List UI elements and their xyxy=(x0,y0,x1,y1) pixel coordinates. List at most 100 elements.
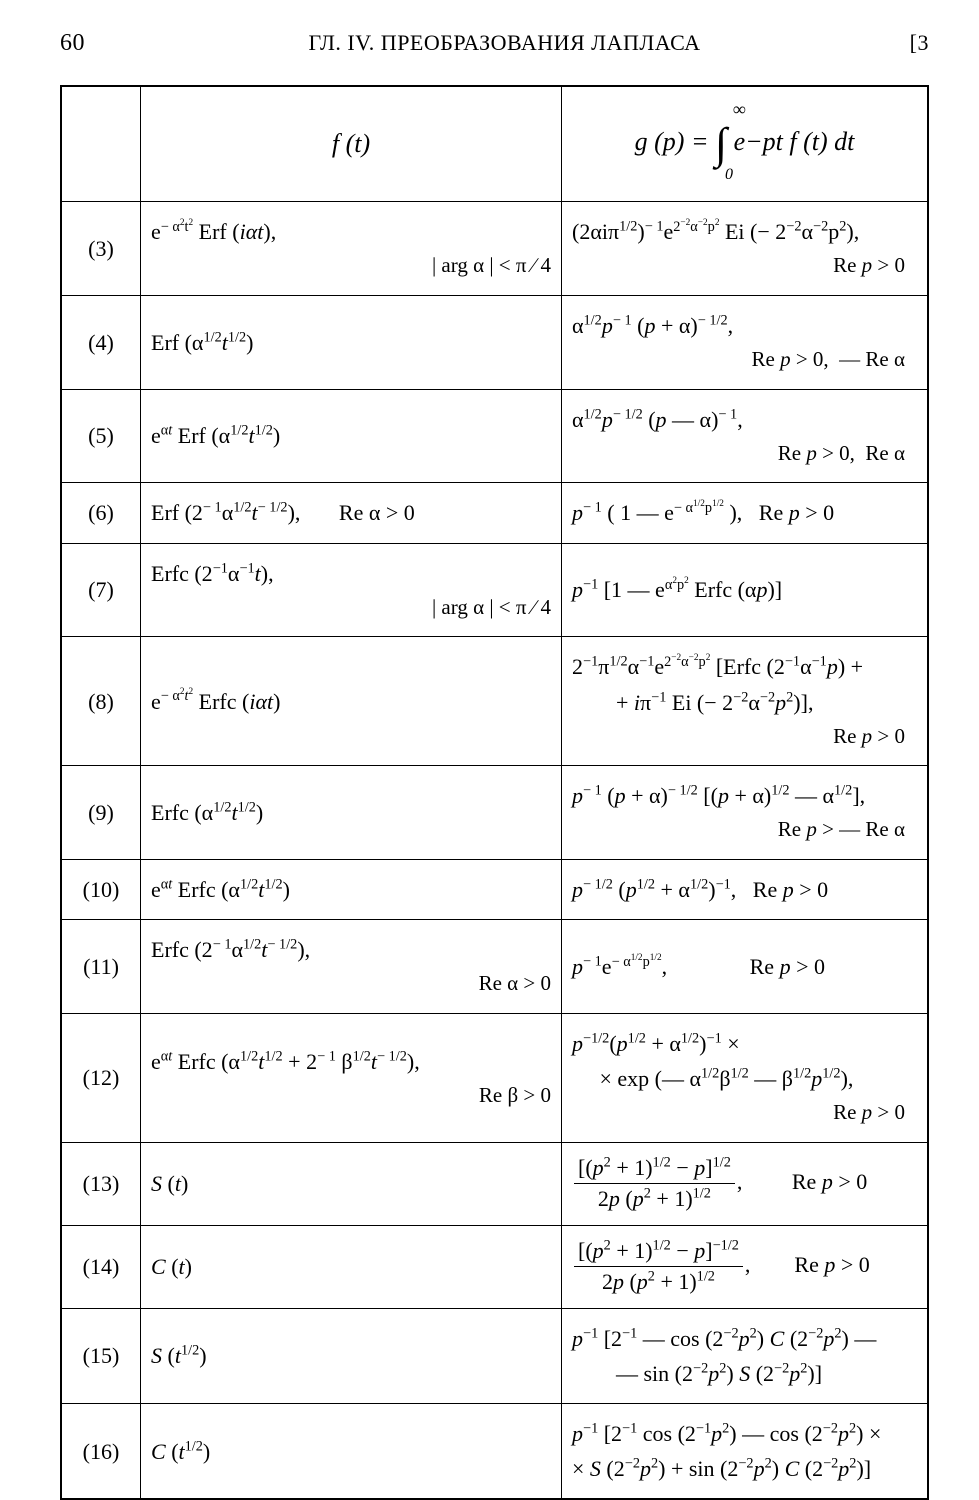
row-index: (16) xyxy=(61,1403,141,1499)
g-expression: p− 1 (p + α)− 1/2 [(p + α)1/2 — α1/2], xyxy=(572,783,865,808)
f-cell: Erf (α1/2t1/2) xyxy=(141,295,562,389)
f-cell: Erfc (2− 1α1/2t− 1/2),Re α > 0 xyxy=(141,920,562,1014)
row-index: (15) xyxy=(61,1308,141,1403)
g-cell: 2−1π1/2α−1e2−2α−2p2 [Erfc (2−1α−1p) + + … xyxy=(562,637,929,766)
header-g-integrand: e−pt f (t) dt xyxy=(734,127,855,156)
f-expression: Erfc (2−1α−1t), xyxy=(151,561,274,586)
header-g: g (p) = ∫ ∞ 0 e−pt f (t) dt xyxy=(562,86,929,202)
f-cell: Erf (2− 1α1/2t− 1/2), Re α > 0 xyxy=(141,483,562,543)
row-index: (13) xyxy=(61,1143,141,1226)
table-row: (4)Erf (α1/2t1/2)α1/2p− 1 (p + α)− 1/2,R… xyxy=(61,295,928,389)
page-number-right: [3 xyxy=(889,30,929,56)
g-condition: Re p > 0 xyxy=(572,1096,917,1130)
f-expression: e− α2t2 Erfc (iαt) xyxy=(151,689,280,714)
row-index: (5) xyxy=(61,389,141,483)
g-frac-num: [(p2 + 1)1/2 − p]1/2 xyxy=(574,1155,735,1184)
f-expression: C (t1/2) xyxy=(151,1439,210,1464)
table-row: (11)Erfc (2− 1α1/2t− 1/2),Re α > 0 p− 1e−… xyxy=(61,920,928,1014)
header-g-prefix: g (p) = xyxy=(635,127,715,156)
g-cell: [(p2 + 1)1/2 − p]−1/2 2p (p2 + 1)1/2 , R… xyxy=(562,1225,929,1308)
table-row: (13) S (t) [(p2 + 1)1/2 − p]1/2 2p (p2 + … xyxy=(61,1143,928,1226)
row-index: (3) xyxy=(61,202,141,296)
table-row: (14) C (t) [(p2 + 1)1/2 − p]−1/2 2p (p2 +… xyxy=(61,1225,928,1308)
g-expression: p−1 [2−1 — cos (2−2p2) C (2−2p2) — — sin… xyxy=(572,1326,876,1386)
row-index: (7) xyxy=(61,543,141,637)
int-lower: 0 xyxy=(725,162,733,188)
g-expression: 2−1π1/2α−1e2−2α−2p2 [Erfc (2−1α−1p) + + … xyxy=(572,654,863,714)
g-cell: p− 1 ( 1 — e− α1/2p1/2 ), Re p > 0 xyxy=(562,483,929,543)
header-f-text: f (t) xyxy=(332,129,370,158)
g-expression: p− 1 ( 1 — e− α1/2p1/2 ), Re p > 0 xyxy=(572,500,834,525)
table-body: (3)e− α2t2 Erf (iαt),| arg α | < π ∕ 4(2… xyxy=(61,202,928,1500)
f-cell: eαt Erfc (α1/2t1/2 + 2− 1 β1/2t− 1/2), Re… xyxy=(141,1014,562,1143)
f-expression: Erfc (2− 1α1/2t− 1/2), xyxy=(151,937,310,962)
f-expression: Erfc (α1/2t1/2) xyxy=(151,800,263,825)
laplace-table: f (t) g (p) = ∫ ∞ 0 e−pt f (t) dt (3)e− … xyxy=(60,85,929,1500)
g-after: , Re p > 0 xyxy=(737,1169,867,1194)
g-condition: Re p > 0, Re α xyxy=(572,437,917,471)
header-f: f (t) xyxy=(141,86,562,202)
row-index: (8) xyxy=(61,637,141,766)
f-expression: eαt Erfc (α1/2t1/2 + 2− 1 β1/2t− 1/2), xyxy=(151,1049,420,1074)
g-expression: p− 1/2 (p1/2 + α1/2)−1, Re p > 0 xyxy=(572,877,828,902)
f-cell: S (t1/2) xyxy=(141,1308,562,1403)
g-cell: p−1/2(p1/2 + α1/2)−1 × × exp (— α1/2β1/2… xyxy=(562,1014,929,1143)
row-index: (12) xyxy=(61,1014,141,1143)
int-upper: ∞ xyxy=(733,95,746,124)
g-cell: [(p2 + 1)1/2 − p]1/2 2p (p2 + 1)1/2 , Re… xyxy=(562,1143,929,1226)
table-row: (3)e− α2t2 Erf (iαt),| arg α | < π ∕ 4(2… xyxy=(61,202,928,296)
g-fraction: [(p2 + 1)1/2 − p]−1/2 2p (p2 + 1)1/2 xyxy=(574,1238,743,1296)
page-number-left: 60 xyxy=(60,30,120,57)
f-cell: e− α2t2 Erf (iαt),| arg α | < π ∕ 4 xyxy=(141,202,562,296)
f-cell: C (t1/2) xyxy=(141,1403,562,1499)
f-expression: Erf (α1/2t1/2) xyxy=(151,330,253,355)
g-cell: p−1 [1 — eα2p2 Erfc (αp)] xyxy=(562,543,929,637)
row-index: (10) xyxy=(61,860,141,920)
f-expression: S (t) xyxy=(151,1171,188,1196)
table-row: (9)Erfc (α1/2t1/2)p− 1 (p + α)− 1/2 [(p … xyxy=(61,766,928,860)
f-cell: eαt Erfc (α1/2t1/2) xyxy=(141,860,562,920)
page-header: 60 ГЛ. IV. ПРЕОБРАЗОВАНИЯ ЛАПЛАСА [3 xyxy=(60,30,929,57)
g-expression: p−1 [1 — eα2p2 Erfc (αp)] xyxy=(572,577,782,602)
g-condition: Re p > — Re α xyxy=(572,813,917,847)
g-cell: p−1 [2−1 cos (2−1p2) — cos (2−2p2) ×× S … xyxy=(562,1403,929,1499)
table-row: (15) S (t1/2) p−1 [2−1 — cos (2−2p2) C (2−… xyxy=(61,1308,928,1403)
f-condition: | arg α | < π ∕ 4 xyxy=(151,591,551,625)
table-row: (10) eαt Erfc (α1/2t1/2) p− 1/2 (p1/2 + α1… xyxy=(61,860,928,920)
f-expression: e− α2t2 Erf (iαt), xyxy=(151,219,276,244)
g-expression: α1/2p− 1 (p + α)− 1/2, xyxy=(572,313,733,338)
f-expression: eαt Erf (α1/2t1/2) xyxy=(151,423,280,448)
g-expression: α1/2p− 1/2 (p — α)− 1, xyxy=(572,407,743,432)
f-cell: C (t) xyxy=(141,1225,562,1308)
f-expression: eαt Erfc (α1/2t1/2) xyxy=(151,877,290,902)
g-expression: (2αiπ1/2)− 1e2−2α−2p2 Ei (− 2−2α−2p2), xyxy=(572,219,859,244)
g-fraction: [(p2 + 1)1/2 − p]1/2 2p (p2 + 1)1/2 xyxy=(574,1155,735,1213)
table-row: (7) Erfc (2−1α−1t), | arg α | < π ∕ 4 p−1 [… xyxy=(61,543,928,637)
g-after: , Re p > 0 xyxy=(745,1252,870,1277)
f-cell: e− α2t2 Erfc (iαt) xyxy=(141,637,562,766)
g-frac-den: 2p (p2 + 1)1/2 xyxy=(574,1184,735,1212)
row-index: (11) xyxy=(61,920,141,1014)
g-condition: Re p > 0 xyxy=(572,720,917,754)
table-row: (16) C (t1/2) p−1 [2−1 cos (2−1p2) — cos (… xyxy=(61,1403,928,1499)
row-index: (14) xyxy=(61,1225,141,1308)
g-cell: p−1 [2−1 — cos (2−2p2) C (2−2p2) — — sin… xyxy=(562,1308,929,1403)
g-cell: p− 1e− α1/2p1/2, Re p > 0 xyxy=(562,920,929,1014)
table-header-row: f (t) g (p) = ∫ ∞ 0 e−pt f (t) dt xyxy=(61,86,928,202)
g-cell: (2αiπ1/2)− 1e2−2α−2p2 Ei (− 2−2α−2p2),Re… xyxy=(562,202,929,296)
f-condition: Re β > 0 xyxy=(151,1079,551,1113)
header-blank xyxy=(61,86,141,202)
f-cell: Erfc (α1/2t1/2) xyxy=(141,766,562,860)
f-cell: S (t) xyxy=(141,1143,562,1226)
row-index: (6) xyxy=(61,483,141,543)
f-expression: C (t) xyxy=(151,1254,192,1279)
g-frac-num: [(p2 + 1)1/2 − p]−1/2 xyxy=(574,1238,743,1267)
chapter-title: ГЛ. IV. ПРЕОБРАЗОВАНИЯ ЛАПЛАСА xyxy=(120,30,889,56)
table-row: (5) eαt Erf (α1/2t1/2) α1/2p− 1/2 (p — α)−… xyxy=(61,389,928,483)
table-row: (8) e− α2t2 Erfc (iαt) 2−1π1/2α−1e2−2α−2p2… xyxy=(61,637,928,766)
g-expression: p−1 [2−1 cos (2−1p2) — cos (2−2p2) ×× S … xyxy=(572,1421,881,1481)
g-expression: p− 1e− α1/2p1/2, Re p > 0 xyxy=(572,954,825,979)
f-expression: S (t1/2) xyxy=(151,1343,207,1368)
g-cell: α1/2p− 1 (p + α)− 1/2,Re p > 0, — Re α xyxy=(562,295,929,389)
g-expression: p−1/2(p1/2 + α1/2)−1 × × exp (— α1/2β1/2… xyxy=(572,1031,853,1091)
